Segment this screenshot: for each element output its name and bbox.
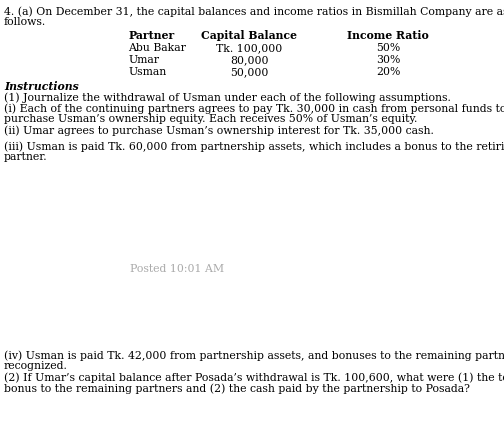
Text: Tk. 100,000: Tk. 100,000 [216,43,283,53]
Text: (i) Each of the continuing partners agrees to pay Tk. 30,000 in cash from person: (i) Each of the continuing partners agre… [4,103,504,113]
Text: Abu Bakar: Abu Bakar [129,43,186,53]
Text: follows.: follows. [4,17,46,27]
Text: Capital Balance: Capital Balance [202,30,297,41]
Text: Partner: Partner [129,30,175,41]
Text: purchase Usman’s ownership equity. Each receives 50% of Usman’s equity.: purchase Usman’s ownership equity. Each … [4,114,417,124]
Text: recognized.: recognized. [4,361,68,371]
Text: (2) If Umar’s capital balance after Posada’s withdrawal is Tk. 100,600, what wer: (2) If Umar’s capital balance after Posa… [4,372,504,383]
Text: Instructions: Instructions [4,81,79,92]
Text: (1) Journalize the withdrawal of Usman under each of the following assumptions.: (1) Journalize the withdrawal of Usman u… [4,92,451,103]
Text: Umar: Umar [129,55,160,65]
Text: (iii) Usman is paid Tk. 60,000 from partnership assets, which includes a bonus t: (iii) Usman is paid Tk. 60,000 from part… [4,141,504,152]
Text: 80,000: 80,000 [230,55,269,65]
Text: 50,000: 50,000 [230,67,269,77]
Text: 30%: 30% [376,55,400,65]
Text: Usman: Usman [129,67,167,77]
Text: (ii) Umar agrees to purchase Usman’s ownership interest for Tk. 35,000 cash.: (ii) Umar agrees to purchase Usman’s own… [4,125,434,136]
Text: partner.: partner. [4,152,47,162]
Text: 20%: 20% [376,67,400,77]
Text: Posted 10:01 AM: Posted 10:01 AM [130,264,224,275]
Text: (iv) Usman is paid Tk. 42,000 from partnership assets, and bonuses to the remain: (iv) Usman is paid Tk. 42,000 from partn… [4,350,504,361]
Text: 4. (a) On December 31, the capital balances and income ratios in Bismillah Compa: 4. (a) On December 31, the capital balan… [4,6,504,16]
Text: Income Ratio: Income Ratio [347,30,429,41]
Text: bonus to the remaining partners and (2) the cash paid by the partnership to Posa: bonus to the remaining partners and (2) … [4,383,470,393]
Text: 50%: 50% [376,43,400,53]
